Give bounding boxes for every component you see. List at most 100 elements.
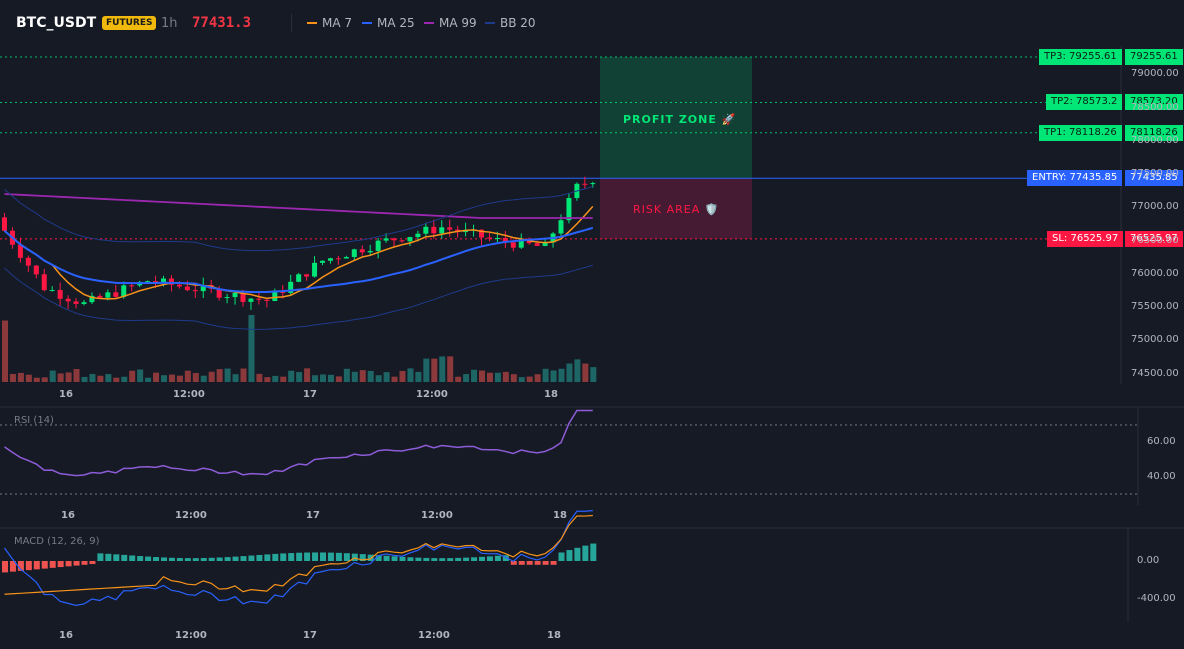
candle-body [534,243,540,246]
volume-bar [57,373,64,382]
macd-histogram-bar [168,557,175,561]
candle-body [312,262,318,277]
candle-body [248,298,254,302]
volume-bar [208,371,215,382]
candle-body [431,226,437,234]
time-tick: 16 [59,389,73,400]
macd-histogram-bar [49,561,56,568]
tp1-price-tag: 78118.26 [1125,125,1183,141]
chart-header: BTC_USDT FUTURES 1h 77431.3 MA 7 MA 25 M… [0,0,1184,46]
candle-body [224,297,230,299]
volume-bar [25,374,32,382]
volume-bar [566,363,573,382]
macd-histogram-bar [25,561,32,571]
macd-histogram-bar [582,545,589,561]
volume-bar [73,368,80,382]
macd-histogram-bar [81,561,88,565]
macd-histogram-bar [280,553,287,561]
timeframe-label[interactable]: 1h [161,16,178,31]
price-tick: 78000.00 [1131,135,1179,146]
macd-histogram-bar [192,558,199,561]
macd-histogram-bar [558,552,565,561]
volume-bar [343,368,350,382]
macd-histogram-bar [2,561,8,573]
candle-body [479,229,484,238]
macd-tick: -400.00 [1137,593,1176,604]
volume-bar [280,376,287,382]
price-tick: 78500.00 [1131,102,1179,113]
volume-bar [590,367,597,382]
symbol-name[interactable]: BTC_USDT [16,15,97,31]
candle-body [161,278,166,283]
time-tick: 17 [303,630,317,641]
legend-ma7[interactable]: MA 7 [307,16,352,30]
volume-bar [335,376,342,382]
time-tick: 18 [553,510,567,521]
macd-histogram-bar [200,558,207,561]
price-tick: 75000.00 [1131,334,1179,345]
legend-bb20[interactable]: BB 20 [485,16,536,30]
volume-bar [81,376,88,382]
candle-body [415,233,421,238]
macd-histogram-bar [423,557,430,561]
ma25-line [3,226,594,293]
volume-bar [200,375,207,382]
volume-bar [296,372,303,382]
macd-histogram-bar [351,553,358,561]
volume-bar [471,369,478,382]
volume-bar [184,370,191,382]
legend-ma7-label: MA 7 [322,16,353,30]
volume-bar [494,372,501,382]
legend-ma25[interactable]: MA 25 [362,16,415,30]
macd-signal-line [4,514,593,595]
profit-zone-label: PROFIT ZONE 🚀 [623,113,737,126]
price-tick: 77500.00 [1131,168,1179,179]
candle-body [447,227,453,230]
volume-bar [97,375,104,382]
macd-histogram-bar [463,557,470,561]
bb-lower-line [4,264,593,330]
volume-bar [407,368,414,382]
macd-histogram-bar [502,555,509,561]
price-tick: 79000.00 [1131,68,1179,79]
candle-body [375,240,381,251]
macd-histogram-bar [343,553,350,561]
volume-bar [192,373,199,382]
macd-tick: 0.00 [1137,555,1160,566]
candle-body [89,295,95,303]
volume-bar [240,368,247,382]
macd-histogram-bar [494,555,501,561]
tp3-line-label: TP3: 79255.61 [1039,49,1122,65]
candle-body [2,217,7,231]
ma25-swatch-icon [362,22,372,24]
candle-body [351,249,357,258]
legend-ma99[interactable]: MA 99 [424,16,477,30]
macd-histogram-bar [550,561,557,565]
sl-price-tag: 76525.97 [1125,231,1183,247]
candle-body [121,285,127,297]
candle-body [423,226,429,234]
macd-histogram-bar [574,547,581,561]
candle-body [17,244,23,258]
volume-bar [113,377,120,382]
entry-price-tag: 77435.85 [1125,170,1183,186]
candle-body [33,265,39,275]
last-price: 77431.3 [192,15,252,31]
candle-body [518,238,524,248]
volume-bar [216,369,223,382]
candle-body [184,286,190,291]
candle-body [113,292,119,297]
macd-histogram-bar [232,556,239,561]
tp2-line-label: TP2: 78573.2 [1046,94,1123,110]
volume-bar [2,320,8,382]
time-tick: 12:00 [418,630,450,641]
header-divider [291,14,292,32]
rsi-line [4,409,593,477]
candle-body [256,298,262,300]
macd-histogram-bar [486,556,493,561]
price-tick: 74500.00 [1131,368,1179,379]
macd-histogram-bar [383,555,390,561]
volume-bar [41,377,48,382]
macd-histogram-bar [288,553,295,561]
